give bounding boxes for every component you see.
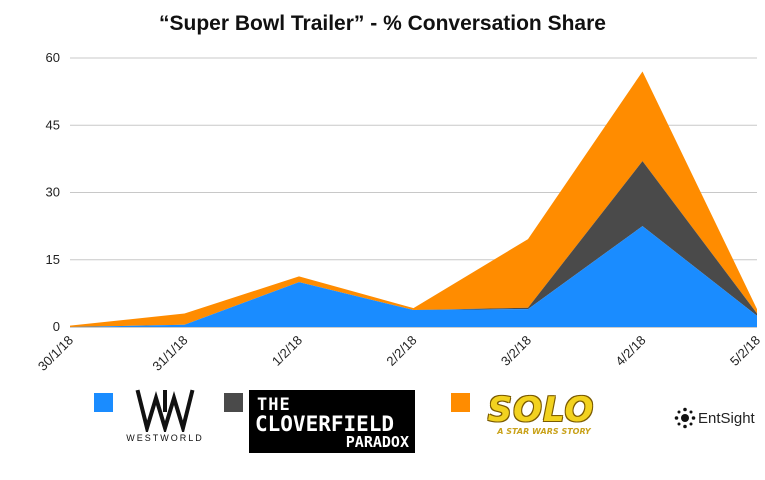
cloverfield-paradox-logo: THE CLOVERFIELD PARADOX bbox=[249, 390, 415, 453]
entsight-logo-icon bbox=[674, 407, 696, 429]
x-tick-label: 4/2/18 bbox=[612, 333, 648, 369]
x-axis-ticks: 30/1/18 31/1/18 1/2/18 2/2/18 3/2/18 4/2/18 5/… bbox=[35, 333, 763, 374]
y-tick-label: 60 bbox=[46, 50, 60, 65]
y-tick-label: 30 bbox=[46, 185, 60, 200]
area-series bbox=[70, 71, 757, 327]
westworld-logo-text: WESTWORLD bbox=[126, 433, 204, 443]
westworld-w-icon bbox=[135, 389, 195, 436]
y-tick-label: 45 bbox=[46, 117, 60, 132]
x-tick-label: 1/2/18 bbox=[269, 333, 305, 369]
area-westworld bbox=[70, 226, 757, 327]
solo-star-wars-logo: SOLO A STAR WARS STORY bbox=[480, 390, 608, 442]
cloverfield-logo-line2: CLOVERFIELD bbox=[255, 412, 395, 436]
y-tick-label: 15 bbox=[46, 252, 60, 267]
x-tick-label: 30/1/18 bbox=[35, 333, 76, 374]
x-tick-label: 3/2/18 bbox=[498, 333, 534, 369]
area-chart: 0 15 30 45 60 30/1/18 31/1/18 1/2/18 2/2/18 3/2/… bbox=[35, 50, 763, 374]
y-axis-ticks: 0 15 30 45 60 bbox=[46, 50, 60, 334]
legend-swatch-cloverfield bbox=[224, 393, 243, 412]
legend-swatch-westworld bbox=[94, 393, 113, 412]
solo-logo-subtitle: A STAR WARS STORY bbox=[497, 427, 591, 436]
entsight-brand-name: EntSight bbox=[698, 410, 755, 427]
y-tick-label: 0 bbox=[53, 319, 60, 334]
cloverfield-logo-line3: PARADOX bbox=[345, 433, 409, 451]
chart-title: “Super Bowl Trailer” - % Conversation Sh… bbox=[159, 12, 606, 35]
x-tick-label: 5/2/18 bbox=[727, 333, 763, 369]
cloverfield-logo-line1: THE bbox=[257, 395, 291, 415]
x-tick-label: 31/1/18 bbox=[149, 333, 190, 374]
westworld-logo: WESTWORLD bbox=[120, 388, 210, 446]
x-tick-label: 2/2/18 bbox=[383, 333, 419, 369]
legend-swatch-solo bbox=[451, 393, 470, 412]
solo-logo-word: SOLO bbox=[487, 390, 595, 430]
